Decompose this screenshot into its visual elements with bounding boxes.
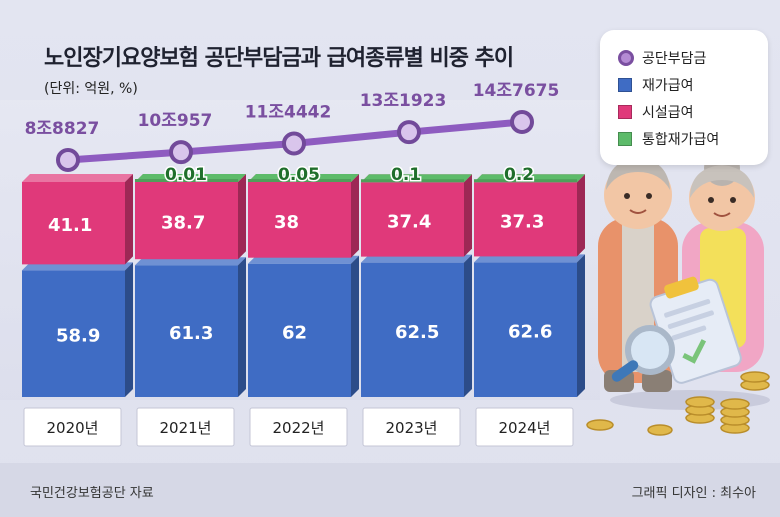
line-point — [510, 110, 534, 134]
footer-band — [0, 463, 780, 517]
bar-integrated-edge — [248, 179, 351, 182]
bar-facility — [361, 182, 464, 257]
bar-home-care — [361, 262, 464, 397]
data-label-facility: 37.4 — [387, 211, 431, 232]
legend-label: 공단부담금 — [642, 50, 707, 67]
data-label-facility: 38.7 — [161, 213, 205, 234]
unit-label: (단위: 억원, %) — [44, 81, 138, 97]
category-box — [475, 407, 574, 447]
category-box — [23, 407, 122, 447]
legend-swatch-pink — [618, 104, 632, 119]
category-label: 2021년 — [160, 419, 212, 437]
legend-label: 재가급여 — [642, 77, 694, 94]
bar-facility — [248, 182, 351, 258]
data-label-home-care: 62 — [282, 322, 307, 343]
line-value-label: 10조957 — [138, 111, 213, 131]
category-label: 2023년 — [386, 419, 438, 437]
bar-home-care — [248, 263, 351, 397]
bar-integrated-edge — [361, 179, 464, 183]
bar-facility-top — [22, 174, 133, 182]
line-value-label: 14조7675 — [473, 81, 560, 101]
line-point — [397, 120, 421, 145]
bar-facility-side — [125, 174, 133, 265]
source-note: 국민건강보험공단 자료 — [30, 486, 154, 501]
bar-home-care — [135, 265, 238, 397]
category-label: 2022년 — [273, 419, 325, 437]
category-label: 2020년 — [47, 419, 99, 437]
category-box — [249, 407, 348, 447]
bar-home-care-side — [351, 255, 359, 397]
legend-swatch-green — [618, 131, 632, 146]
bar-facility-side — [464, 174, 472, 257]
legend: 공단부담금 재가급여 시설급여 통합재가급여 — [600, 30, 768, 165]
bar-home-care — [22, 270, 125, 397]
data-label-home-care: 61.3 — [169, 323, 213, 344]
data-label-integrated: 0.01 — [165, 165, 207, 185]
category-label: 2024년 — [499, 419, 551, 437]
bar-integrated-edge — [474, 179, 577, 183]
data-label-integrated: 0.05 — [278, 165, 320, 185]
legend-item-line: 공단부담금 — [618, 44, 768, 71]
graphic-credit: 그래픽 디자인 : 최수아 — [631, 486, 756, 501]
legend-item-home-care: 재가급여 — [618, 71, 768, 98]
category-box — [362, 407, 461, 447]
legend-label: 통합재가급여 — [642, 131, 720, 148]
legend-item-integrated: 통합재가급여 — [618, 125, 768, 152]
bar-facility — [474, 182, 577, 257]
bar-facility-side — [351, 174, 359, 258]
category-box — [136, 407, 235, 447]
line-value-label: 8조8827 — [25, 119, 100, 139]
data-label-home-care: 62.6 — [508, 322, 552, 343]
legend-line-marker — [618, 49, 634, 66]
line-point — [282, 131, 306, 156]
bar-facility-side — [238, 174, 246, 260]
line-point — [56, 148, 80, 172]
bar-integrated-edge — [135, 179, 238, 182]
data-label-integrated: 0.1 — [391, 165, 421, 185]
bar-home-care-side — [238, 257, 246, 397]
data-label-home-care: 62.5 — [395, 322, 439, 343]
bar-home-care-side — [577, 254, 585, 397]
legend-item-facility: 시설급여 — [618, 98, 768, 125]
legend-label: 시설급여 — [642, 104, 694, 121]
line-value-label: 11조4442 — [245, 102, 332, 122]
bar-home-care-side — [125, 262, 133, 397]
data-label-integrated: 0.2 — [504, 165, 534, 185]
legend-swatch-blue — [618, 77, 632, 92]
bar-home-care-side — [464, 254, 472, 397]
data-label-facility: 37.3 — [500, 211, 544, 232]
line-point — [169, 140, 193, 165]
bar-facility — [22, 182, 125, 265]
bar-facility — [135, 182, 238, 260]
line-value-label: 13조1923 — [360, 91, 447, 111]
chart-title: 노인장기요양보험 공단부담금과 급여종류별 비중 추이 — [44, 46, 514, 71]
data-label-facility: 41.1 — [48, 215, 92, 236]
elderly-couple-illustration — [586, 150, 770, 436]
data-label-facility: 38 — [274, 212, 299, 233]
data-label-home-care: 58.9 — [56, 326, 100, 347]
bar-facility-side — [577, 174, 585, 257]
bar-home-care — [474, 262, 577, 397]
